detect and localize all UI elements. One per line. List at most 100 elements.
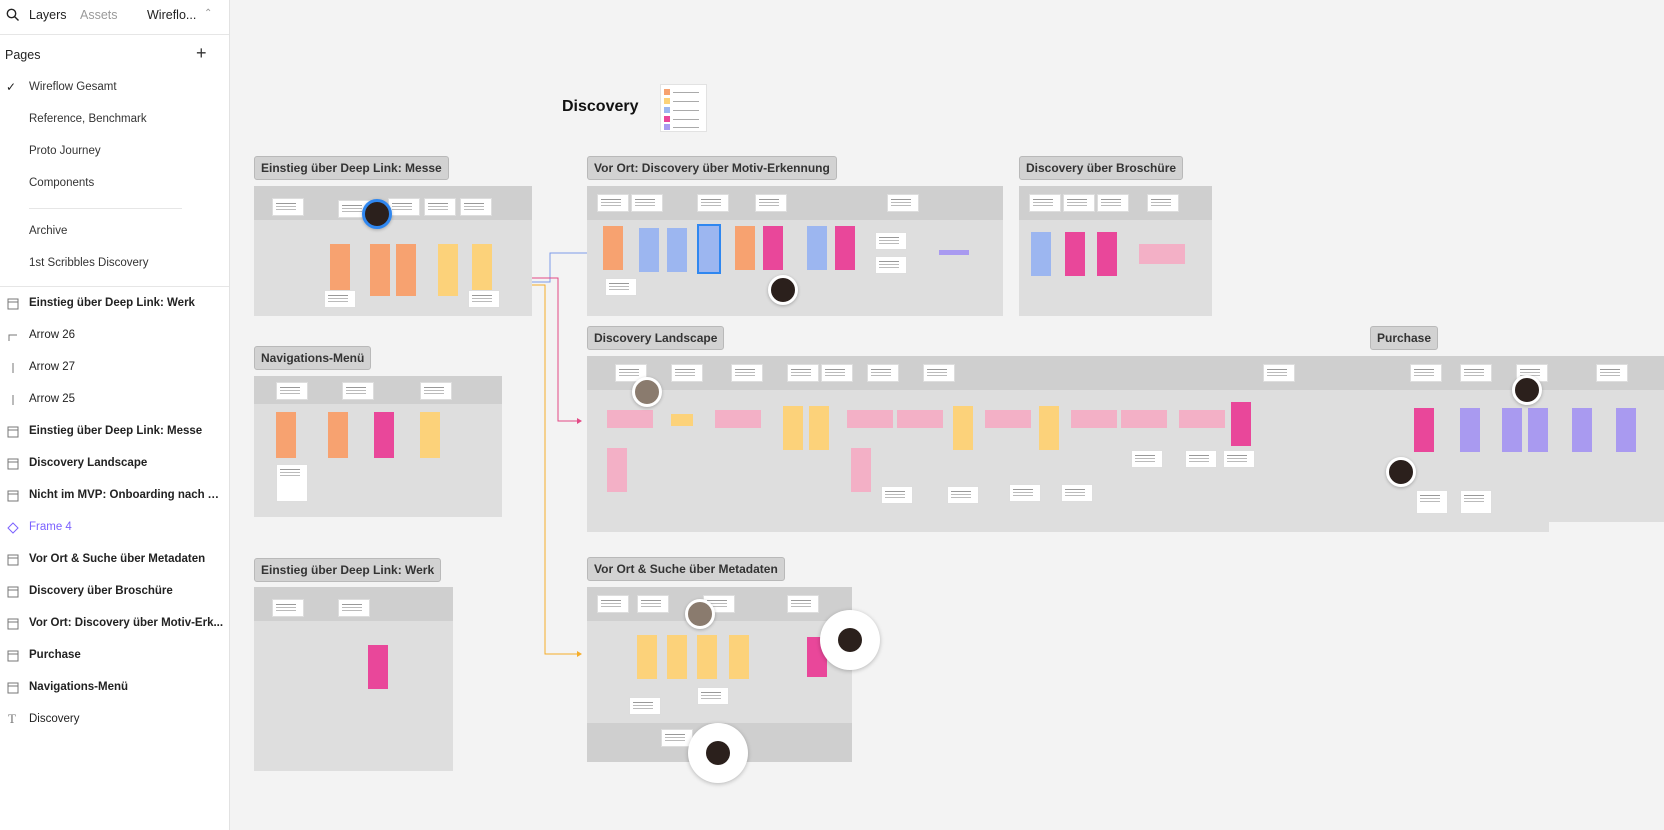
- frame-icon: [7, 650, 19, 662]
- screen-card: [1039, 406, 1059, 450]
- collaborator-avatar[interactable]: [362, 199, 392, 229]
- sticky-note: [867, 364, 899, 382]
- page-item[interactable]: ✓ Wireflow Gesamt: [6, 80, 117, 94]
- sticky-note: [1147, 194, 1179, 212]
- frame-label-navigation[interactable]: Navigations-Menü: [254, 346, 372, 370]
- layer-item[interactable]: T Discovery: [8, 711, 80, 726]
- legend-swatch: [664, 98, 670, 104]
- design-canvas[interactable]: Discovery Einstieg über Deep Link: Messe…: [230, 0, 1664, 830]
- sticky-note: [629, 697, 661, 715]
- sticky-note: [276, 382, 308, 400]
- screen-card: [1065, 232, 1085, 276]
- frame-label-landscape[interactable]: Discovery Landscape: [587, 326, 725, 350]
- chevron-up-icon[interactable]: ⌃: [204, 8, 213, 19]
- screen-card: [671, 414, 693, 426]
- add-page-button[interactable]: +: [196, 43, 207, 63]
- screen-card: [603, 226, 623, 270]
- legend-swatch: [664, 89, 670, 95]
- sticky-note: [276, 464, 308, 502]
- screen-card: [835, 226, 855, 270]
- frame-werk[interactable]: [254, 587, 453, 771]
- page-item[interactable]: Components: [29, 177, 95, 189]
- sticky-note: [821, 364, 853, 382]
- collaborator-avatar[interactable]: [768, 275, 798, 305]
- collaborator-avatar[interactable]: [1386, 457, 1416, 487]
- page-item[interactable]: Archive: [29, 225, 68, 237]
- legend-swatch: [664, 124, 670, 130]
- frame-label-purchase[interactable]: Purchase: [1370, 326, 1439, 350]
- layer-item[interactable]: Arrow 26: [0, 321, 229, 351]
- frame-label-messe[interactable]: Einstieg über Deep Link: Messe: [254, 156, 449, 180]
- layer-item[interactable]: Discovery über Broschüre: [0, 577, 229, 607]
- layer-item[interactable]: Arrow 25: [0, 385, 229, 415]
- tab-assets[interactable]: Assets: [80, 8, 118, 22]
- frame-label-motiv[interactable]: Vor Ort: Discovery über Motiv-Erkennung: [587, 156, 837, 180]
- collaborator-cursor-bubble[interactable]: [820, 610, 880, 670]
- page-item[interactable]: 1st Scribbles Discovery: [29, 257, 149, 269]
- frame-motiv[interactable]: [587, 186, 1003, 316]
- screen-card: [1414, 408, 1434, 452]
- file-name[interactable]: Wireflo...: [147, 8, 197, 22]
- search-icon[interactable]: [6, 8, 20, 22]
- layer-item[interactable]: Arrow 27: [0, 353, 229, 383]
- page-item[interactable]: Proto Journey: [29, 145, 101, 157]
- page-item[interactable]: Reference, Benchmark: [29, 113, 147, 125]
- legend-swatch: [664, 107, 670, 113]
- sticky-note: [597, 595, 629, 613]
- layer-item[interactable]: Frame 4: [0, 513, 229, 543]
- frame-icon: [7, 426, 19, 438]
- layer-item[interactable]: Navigations-Menü: [0, 673, 229, 703]
- sticky-note: [460, 198, 492, 216]
- screen-card-selected: [697, 224, 721, 274]
- sticky-note: [1460, 490, 1492, 514]
- collaborator-cursor-bubble[interactable]: [688, 723, 748, 783]
- layer-item[interactable]: Einstieg über Deep Link: Werk: [0, 289, 229, 319]
- layer-item[interactable]: Discovery Landscape: [0, 449, 229, 479]
- frame-label-metadaten[interactable]: Vor Ort & Suche über Metadaten: [587, 557, 785, 581]
- layer-item[interactable]: Purchase: [0, 641, 229, 671]
- sticky-note: [1223, 450, 1255, 468]
- layer-item[interactable]: Vor Ort: Discovery über Motiv-Erk...: [0, 609, 229, 639]
- sticky-note: [615, 364, 647, 382]
- screen-grid: [715, 410, 761, 428]
- sticky-note: [875, 232, 907, 250]
- sticky-note: [1029, 194, 1061, 212]
- layer-item[interactable]: Einstieg über Deep Link: Messe: [0, 417, 229, 447]
- collaborator-avatar[interactable]: [685, 599, 715, 629]
- screen-card: [783, 406, 803, 450]
- frame-icon: [7, 586, 19, 598]
- sticky-note: [272, 198, 304, 216]
- frame-icon: [7, 458, 19, 470]
- component-icon: [7, 522, 19, 534]
- screen-card: [1097, 232, 1117, 276]
- frame-label-broschuere[interactable]: Discovery über Broschüre: [1019, 156, 1184, 180]
- layer-item[interactable]: Nicht im MVP: Onboarding nach A...: [0, 481, 229, 511]
- layer-item[interactable]: Vor Ort & Suche über Metadaten: [0, 545, 229, 575]
- screen-grid: [897, 410, 943, 428]
- sticky-note: [787, 595, 819, 613]
- sticky-note: [324, 290, 356, 308]
- screen-card: [809, 406, 829, 450]
- tab-layers[interactable]: Layers: [29, 8, 67, 22]
- legend-swatch: [664, 116, 670, 122]
- sticky-note: [637, 595, 669, 613]
- screen-card: [328, 412, 348, 458]
- purple-bar: [939, 250, 969, 255]
- sticky-note: [338, 599, 370, 617]
- collaborator-avatar[interactable]: [1512, 375, 1542, 405]
- sticky-note: [697, 194, 729, 212]
- section-divider: [0, 286, 229, 287]
- sticky-note: [1131, 450, 1163, 468]
- collaborator-avatar[interactable]: [632, 377, 662, 407]
- frame-label-werk[interactable]: Einstieg über Deep Link: Werk: [254, 558, 442, 582]
- sticky-note: [605, 278, 637, 296]
- frame-navigation[interactable]: [254, 376, 502, 517]
- line-icon: [12, 395, 14, 405]
- frame-messe[interactable]: [254, 186, 532, 316]
- sticky-note: [1063, 194, 1095, 212]
- sticky-note: [1185, 450, 1217, 468]
- frame-broschuere[interactable]: [1019, 186, 1212, 316]
- screen-card: [368, 645, 388, 689]
- screen-grid: [607, 448, 627, 492]
- sticky-note: [887, 194, 919, 212]
